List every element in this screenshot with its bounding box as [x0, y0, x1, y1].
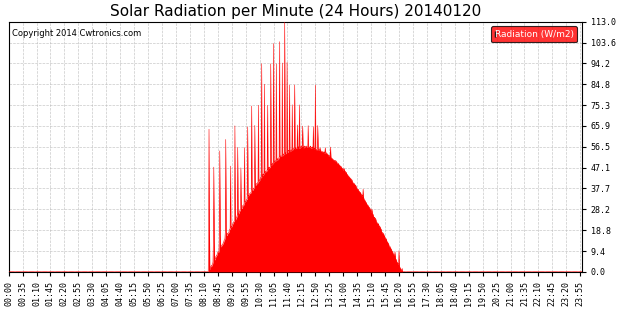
Title: Solar Radiation per Minute (24 Hours) 20140120: Solar Radiation per Minute (24 Hours) 20…	[110, 4, 481, 19]
Legend: Radiation (W/m2): Radiation (W/m2)	[491, 26, 577, 42]
Text: Copyright 2014 Cwtronics.com: Copyright 2014 Cwtronics.com	[12, 29, 141, 38]
